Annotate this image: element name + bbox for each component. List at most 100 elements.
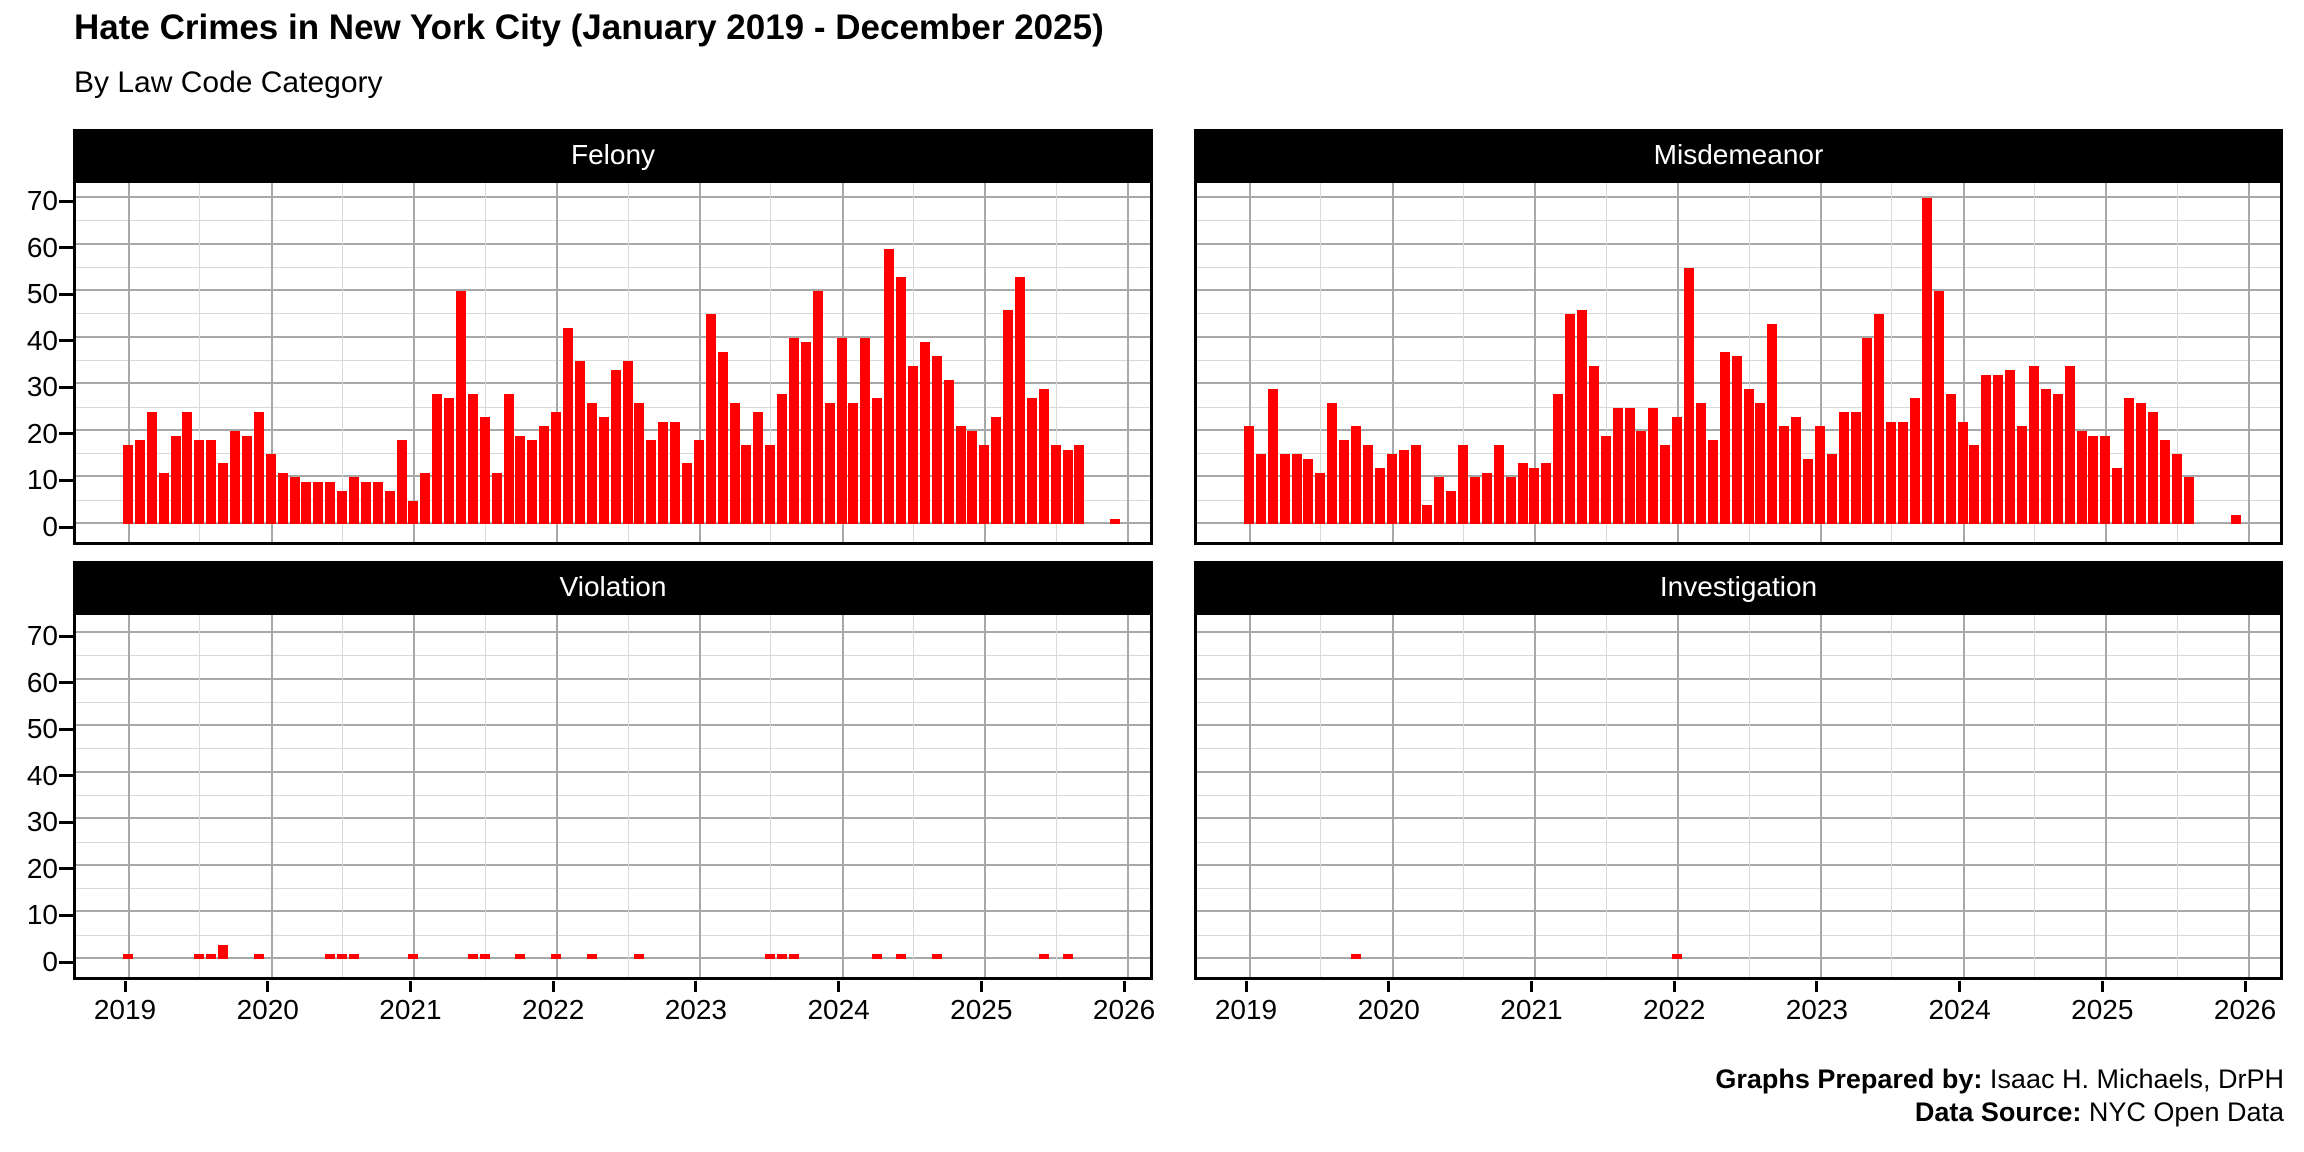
bar-violation-2024-4 [872, 954, 883, 959]
bar-felony-2025-8 [1062, 449, 1073, 524]
bar-misdemeanor-2021-5 [1577, 309, 1587, 524]
bar-felony-2019-1 [123, 444, 133, 524]
bar-felony-2024-4 [872, 398, 883, 524]
bar-felony-2020-12 [396, 440, 407, 524]
gridline-y-minor [76, 888, 1150, 890]
gridline-y-major [1197, 677, 2280, 680]
gridline-x-minor [627, 615, 629, 977]
gridline-y-minor [1197, 313, 2280, 315]
bar-violation-2020-6 [325, 954, 336, 959]
bar-misdemeanor-2019-9 [1339, 440, 1350, 524]
bar-misdemeanor-2023-2 [1826, 454, 1837, 524]
bar-misdemeanor-2024-11 [2076, 430, 2087, 524]
bar-felony-2024-12 [967, 430, 978, 524]
bar-felony-2023-12 [824, 402, 835, 524]
gridline-x-major [1391, 183, 1394, 542]
bar-felony-2020-6 [325, 482, 336, 524]
gridline-x-major [1391, 615, 1394, 977]
bar-misdemeanor-2022-5 [1719, 351, 1730, 524]
bar-felony-2019-5 [170, 435, 181, 524]
bar-misdemeanor-2024-2 [1969, 444, 1980, 524]
bar-misdemeanor-2019-12 [1374, 468, 1385, 524]
gridline-x-minor [1463, 183, 1465, 542]
x-axis-tick [1244, 981, 1248, 992]
gridline-x-minor [1463, 615, 1465, 977]
bar-misdemeanor-2020-1 [1386, 454, 1397, 524]
y-axis-label-30-top-row: 30 [26, 371, 58, 403]
bar-misdemeanor-2020-11 [1505, 477, 1516, 524]
gridline-x-major [1249, 183, 1251, 542]
bar-felony-2024-7 [907, 365, 918, 524]
bar-felony-2025-9 [1074, 444, 1085, 524]
bar-misdemeanor-2024-9 [2052, 393, 2063, 524]
bar-violation-2019-9 [218, 945, 229, 959]
gridline-y-major [76, 289, 1150, 292]
bar-felony-2021-10 [515, 435, 526, 524]
x-axis-label-2021: 2021 [1500, 994, 1563, 1025]
gridline-x-minor [2033, 183, 2035, 542]
bar-misdemeanor-2023-8 [1898, 421, 1909, 524]
gridline-y-minor [76, 266, 1150, 268]
gridline-y-major [76, 910, 1150, 913]
bar-felony-2022-4 [586, 402, 597, 524]
bar-felony-2023-5 [741, 444, 752, 524]
bar-violation-2021-10 [515, 954, 526, 959]
gridline-y-major [1197, 770, 2280, 773]
bar-misdemeanor-2025-1 [2100, 435, 2111, 524]
bar-felony-2024-6 [896, 277, 907, 524]
plot-area-misdemeanor [1194, 180, 2283, 545]
bar-misdemeanor-2021-6 [1588, 365, 1599, 524]
bar-felony-2022-12 [681, 463, 692, 524]
bar-misdemeanor-2024-10 [2064, 365, 2075, 524]
gridline-x-minor [2176, 615, 2178, 977]
bar-misdemeanor-2019-5 [1291, 454, 1302, 524]
bar-misdemeanor-2023-12 [1945, 393, 1956, 524]
caption-data-source-label: Data Source: [1914, 1097, 2082, 1127]
bar-misdemeanor-2021-2 [1541, 463, 1552, 524]
bar-misdemeanor-2021-3 [1553, 393, 1564, 524]
bar-felony-2020-4 [301, 482, 312, 524]
bar-misdemeanor-2019-3 [1267, 388, 1278, 524]
bar-violation-2021-6 [467, 954, 478, 959]
bar-felony-2021-12 [539, 426, 550, 524]
facet-panel-investigation: Investigation [1194, 561, 2283, 980]
gridline-x-minor [484, 183, 486, 542]
gridline-y-major [76, 196, 1150, 199]
y-axis-tick [59, 960, 73, 964]
bar-misdemeanor-2022-1 [1672, 416, 1683, 524]
bar-misdemeanor-2020-12 [1517, 463, 1528, 524]
gridline-y-major [76, 242, 1150, 245]
bar-misdemeanor-2022-10 [1779, 426, 1790, 524]
bar-felony-2024-9 [931, 356, 942, 524]
bar-misdemeanor-2023-5 [1862, 337, 1873, 524]
gridline-x-major [1534, 183, 1537, 542]
bar-felony-2023-7 [765, 444, 776, 524]
bar-misdemeanor-2020-7 [1458, 444, 1469, 524]
bar-felony-2025-1 [979, 444, 990, 524]
bar-misdemeanor-2023-4 [1850, 412, 1861, 524]
caption-data-source: Data Source: NYC Open Data [1715, 1096, 2284, 1129]
gridline-y-major [76, 724, 1150, 727]
gridline-x-minor [1748, 183, 1750, 542]
bar-felony-2021-6 [467, 393, 478, 524]
gridline-y-minor [76, 313, 1150, 315]
gridline-y-major [76, 677, 1150, 680]
bar-felony-2024-2 [848, 402, 859, 524]
facet-panel-misdemeanor: Misdemeanor [1194, 129, 2283, 545]
bar-felony-2020-3 [289, 477, 300, 524]
y-axis-label-0-top-row: 0 [42, 511, 58, 542]
bar-felony-2022-10 [658, 421, 669, 524]
bar-felony-2019-7 [194, 440, 205, 524]
bar-felony-2025-7 [1050, 444, 1061, 524]
gridline-y-major [1197, 863, 2280, 866]
bar-felony-2025-2 [991, 416, 1002, 524]
bar-felony-2020-2 [277, 472, 288, 524]
bar-misdemeanor-2022-7 [1743, 388, 1754, 524]
plot-area-felony [73, 180, 1153, 545]
bar-felony-2025-6 [1038, 388, 1049, 524]
bar-felony-2020-9 [360, 482, 371, 524]
gridline-y-minor [1197, 934, 2280, 936]
bar-felony-2023-4 [729, 402, 740, 524]
gridline-y-minor [1197, 748, 2280, 750]
gridline-x-minor [342, 615, 344, 977]
